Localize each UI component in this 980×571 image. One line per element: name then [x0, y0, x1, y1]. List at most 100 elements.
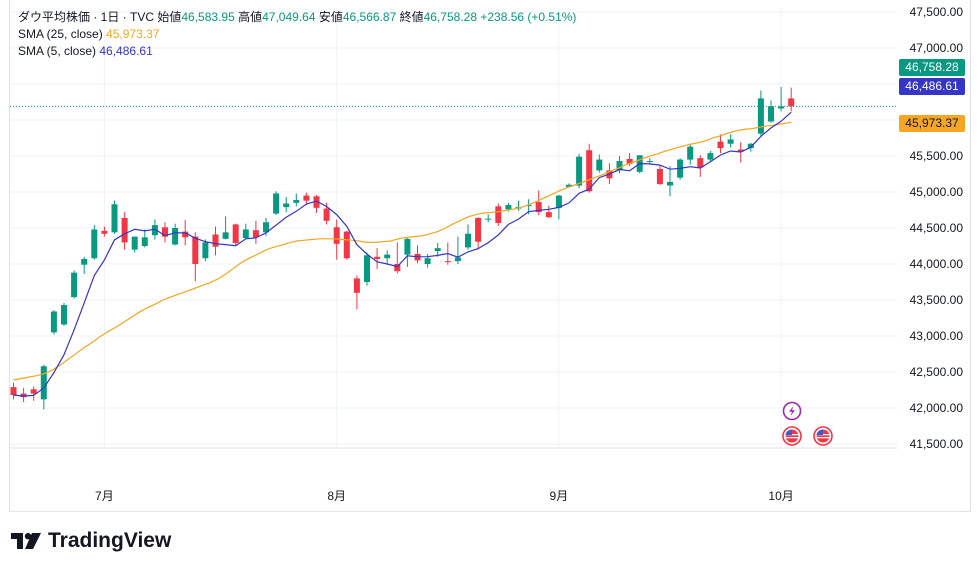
sma5-value: 46,486.61: [99, 44, 153, 58]
y-tick-label: 45,000.00: [910, 185, 964, 199]
candle-body: [131, 236, 138, 250]
candle-body: [434, 248, 441, 252]
candle-body: [121, 217, 128, 243]
sma5-line: [13, 111, 792, 397]
candle-body: [616, 161, 623, 171]
candle-body: [212, 234, 219, 247]
ohlc-legend: ダウ平均株価 · 1日 · TVC 始値46,583.95 高値47,049.6…: [18, 9, 576, 25]
candle-body: [525, 204, 532, 206]
close-label: 終値: [399, 10, 424, 24]
candle: [232, 223, 239, 246]
candle-body: [727, 139, 734, 144]
candle-body: [303, 195, 310, 201]
symbol-label[interactable]: ダウ平均株価 · 1日 · TVC: [18, 10, 155, 24]
candle: [495, 203, 502, 226]
x-tick-label: 10月: [768, 489, 793, 503]
x-tick-label: 7月: [95, 489, 114, 503]
candle-body: [747, 143, 754, 149]
candle-body: [535, 202, 542, 213]
candle-body: [333, 227, 340, 244]
price-chart[interactable]: 47,500.0047,000.0046,500.0046,000.0045,5…: [0, 0, 980, 520]
sma5-badge: 46,486.61: [899, 78, 965, 95]
tradingview-logo[interactable]: TradingView: [11, 529, 171, 553]
candle-body: [707, 153, 714, 160]
sma25-badge: 45,973.37: [899, 115, 965, 132]
candle-body: [576, 156, 583, 186]
candle-body: [263, 222, 269, 233]
candle: [586, 143, 593, 193]
candle-body: [596, 159, 603, 171]
candle-body: [343, 231, 350, 259]
candle: [394, 242, 401, 274]
candle: [616, 156, 623, 174]
y-tick-label: 47,000.00: [910, 41, 964, 55]
candle-body: [656, 168, 663, 185]
y-axis: 47,500.0047,000.0046,500.0046,000.0045,5…: [910, 5, 964, 451]
candle-body: [646, 161, 653, 163]
candle: [212, 226, 219, 256]
candle-body: [222, 232, 229, 239]
candle-body: [454, 257, 461, 262]
candle: [91, 225, 98, 260]
candle-body: [71, 272, 78, 298]
candle-body: [586, 150, 593, 192]
candle: [707, 150, 714, 162]
candle-body: [394, 264, 401, 272]
grid: [10, 8, 897, 448]
candle: [131, 236, 138, 253]
candle-body: [667, 181, 673, 186]
candle-body: [323, 208, 330, 221]
candle: [485, 214, 492, 223]
candle-body: [444, 261, 451, 263]
candle: [717, 134, 724, 154]
candle-body: [353, 278, 360, 293]
candle: [61, 302, 67, 326]
candle-body: [40, 366, 47, 400]
candle: [101, 226, 108, 237]
candle: [535, 190, 542, 216]
candle: [303, 192, 310, 205]
candle: [333, 219, 340, 260]
candle: [434, 243, 441, 257]
sma25-legend[interactable]: SMA (25, close) 45,973.37: [18, 26, 159, 42]
candle-body: [172, 228, 179, 245]
candle-body: [384, 254, 391, 259]
candle-body: [242, 229, 249, 239]
candle-body: [192, 236, 199, 264]
candle-body: [283, 203, 290, 208]
candle-body: [737, 149, 744, 152]
candle-body: [374, 256, 381, 259]
candle-body: [485, 218, 492, 220]
candle-body: [151, 225, 158, 236]
candle-body: [566, 184, 572, 187]
candle: [273, 191, 280, 216]
candle-body: [717, 141, 724, 149]
y-tick-label: 44,000.00: [910, 257, 964, 271]
candle: [172, 223, 179, 246]
candle-body: [50, 311, 57, 333]
candle-body: [141, 237, 148, 246]
us-flag-icon[interactable]: [813, 426, 833, 446]
candle: [71, 270, 78, 299]
sma5-legend[interactable]: SMA (5, close) 46,486.61: [18, 43, 153, 59]
candle-body: [182, 231, 189, 238]
candle: [192, 232, 199, 282]
candle-body: [30, 389, 37, 394]
candle: [778, 86, 785, 112]
candle-body: [757, 98, 764, 134]
y-tick-label: 44,500.00: [910, 221, 964, 235]
us-flag-icon[interactable]: [782, 426, 802, 446]
candle: [454, 236, 461, 264]
candle-body: [788, 98, 795, 107]
y-tick-label: 41,500.00: [910, 437, 964, 451]
high-label: 高値: [238, 10, 263, 24]
lightning-icon[interactable]: [782, 401, 802, 421]
candle-body: [545, 212, 552, 218]
chart-frame[interactable]: [9, 0, 971, 512]
candle-body: [313, 196, 320, 208]
candle: [656, 165, 663, 185]
candle-body: [465, 233, 471, 248]
candle: [252, 220, 259, 244]
candle-body: [81, 258, 88, 265]
candle: [293, 193, 300, 207]
